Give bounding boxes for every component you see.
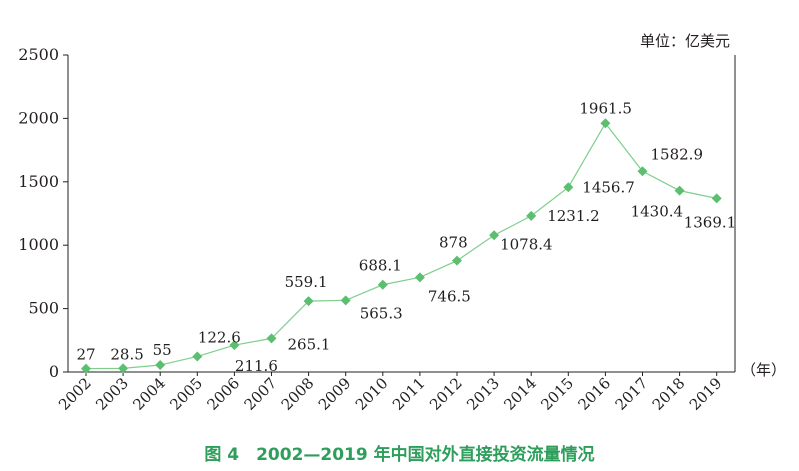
data-label: 565.3 — [360, 304, 403, 322]
data-label: 265.1 — [288, 335, 331, 353]
data-point — [563, 182, 574, 193]
data-point — [303, 296, 314, 307]
x-tick-label: 2017 — [612, 374, 652, 414]
data-label: 1430.4 — [631, 203, 684, 221]
y-tick-label: 2500 — [18, 45, 59, 64]
data-label: 1078.4 — [500, 235, 552, 253]
x-tick-label: 2019 — [686, 374, 726, 414]
chart-series — [81, 118, 722, 374]
data-point — [266, 333, 277, 344]
data-label: 122.6 — [198, 328, 241, 346]
chart-data-labels: 27 28.5 55 122.6 211.6 265.1 559.1 565.3 688.1 74… — [76, 99, 736, 375]
data-point — [452, 255, 462, 266]
data-label: 1961.5 — [579, 99, 632, 117]
x-tick-label: 2005 — [166, 374, 206, 414]
data-point — [600, 118, 611, 129]
data-label: 1369.1 — [684, 213, 737, 231]
data-point — [526, 210, 537, 221]
x-tick-label: 2014 — [500, 374, 540, 414]
data-label: 688.1 — [359, 257, 402, 275]
data-point — [229, 340, 240, 351]
data-label: 27 — [76, 346, 95, 364]
y-tick-label: 500 — [28, 299, 59, 318]
data-label: 28.5 — [110, 345, 143, 363]
x-tick-label: 2018 — [649, 374, 689, 414]
x-tick-label: 2012 — [426, 374, 466, 414]
y-tick-label: 1500 — [18, 172, 59, 191]
x-unit-label: （年） — [741, 361, 786, 379]
x-tick-label: 2008 — [278, 374, 318, 414]
series-line — [85, 122, 717, 370]
x-tick-label: 2007 — [241, 374, 281, 414]
line-chart: 0 500 1000 1500 2000 2500 20022003200420052006… — [18, 32, 786, 414]
data-point — [192, 351, 203, 362]
data-label: 559.1 — [285, 273, 328, 291]
data-point — [637, 166, 648, 177]
figure-caption: 图 4 2002—2019 年中国对外直接投资流量情况 — [204, 445, 595, 465]
y-tick-label: 1000 — [18, 235, 59, 254]
x-tick-label: 2009 — [315, 374, 355, 414]
data-point — [81, 363, 91, 374]
data-label: 878 — [439, 234, 468, 252]
x-tick-label: 2013 — [463, 374, 503, 414]
y-tick-label: 0 — [49, 362, 59, 381]
data-point — [711, 193, 722, 204]
data-point — [414, 272, 425, 283]
data-point — [155, 360, 166, 371]
x-tick-label: 2004 — [129, 374, 169, 414]
data-point — [489, 230, 500, 241]
x-tick-label: 2016 — [574, 374, 614, 414]
data-label: 211.6 — [235, 357, 278, 375]
x-tick-label: 2002 — [55, 374, 95, 414]
data-point — [674, 185, 685, 196]
data-label: 746.5 — [428, 287, 471, 305]
x-tick-label: 2003 — [92, 374, 132, 414]
x-tick-label: 2010 — [352, 374, 392, 414]
x-tick-label: 2015 — [537, 374, 577, 414]
data-point — [118, 363, 129, 374]
unit-label: 单位：亿美元 — [640, 32, 730, 50]
data-label: 1231.2 — [547, 207, 600, 225]
data-point — [377, 279, 388, 290]
y-tick-label: 2000 — [18, 108, 59, 127]
data-label: 1456.7 — [582, 178, 635, 196]
x-tick-label: 2006 — [203, 374, 243, 414]
data-label: 55 — [153, 341, 172, 359]
data-label: 1582.9 — [651, 145, 704, 163]
x-tick-label: 2011 — [389, 374, 429, 414]
data-point — [340, 295, 351, 306]
